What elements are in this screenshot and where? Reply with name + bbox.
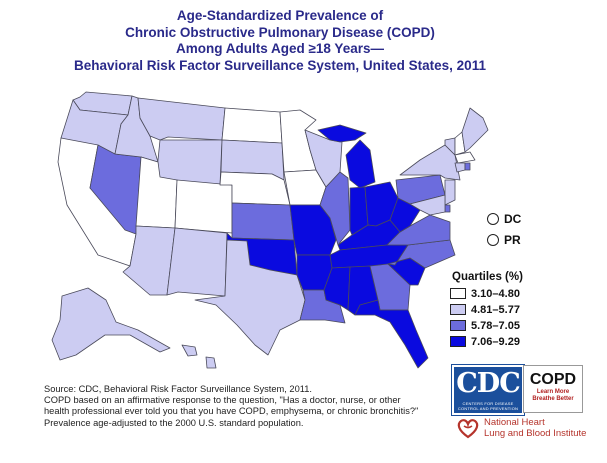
title-line-1: Age-Standardized Prevalence of (176, 8, 384, 23)
legend-label: 5.78–7.05 (471, 319, 520, 332)
state-michigan (345, 139, 376, 189)
source-note: Source: CDC, Behavioral Risk Factor Surv… (44, 384, 424, 429)
pr-marker: PR (487, 233, 521, 247)
state-colorado (174, 179, 233, 234)
legend-swatch (450, 336, 466, 347)
legend-label: 3.10–4.80 (471, 287, 520, 300)
legend-row: 3.10–4.80 (450, 286, 560, 301)
state-virginia (386, 214, 451, 246)
legend: Quartiles (%) 3.10–4.80 4.81–5.77 5.78–7… (450, 271, 560, 350)
legend-label: 4.81–5.77 (471, 303, 520, 316)
state-north-dakota (221, 107, 283, 144)
state-idaho (114, 95, 159, 163)
nhlbi-heart-icon (457, 419, 479, 439)
state-florida (354, 299, 429, 369)
nhlbi-line-1: National Heart (484, 417, 545, 428)
title-line-3: Among Adults Aged ≥18 Years— (176, 41, 384, 56)
state-maryland (409, 194, 446, 216)
state-kansas (231, 202, 295, 241)
state-new-mexico (166, 227, 228, 297)
source-line: Prevalence age-adjusted to the 2000 U.S.… (44, 417, 304, 428)
source-line: Source: CDC, Behavioral Risk Factor Surv… (44, 384, 312, 394)
legend-swatch (450, 288, 466, 299)
copd-logo-text: COPD (529, 371, 577, 388)
dc-label: DC (504, 212, 522, 226)
state-new-jersey (444, 179, 456, 206)
legend-swatch (450, 320, 466, 331)
state-alaska (51, 287, 171, 361)
state-texas (194, 239, 306, 356)
state-maine (461, 107, 489, 153)
source-line: health professional ever told you that y… (44, 406, 419, 417)
state-hawaii-big (205, 356, 217, 369)
copd-logo-tag-1: Learn More (536, 389, 570, 395)
state-michigan-up (317, 124, 367, 143)
state-hawaii (181, 344, 198, 357)
cdc-logo-text: CDC (456, 368, 520, 399)
state-massachusetts (454, 151, 476, 164)
pr-circle-icon (487, 234, 499, 246)
legend-row: 4.81–5.77 (450, 302, 560, 317)
legend-swatch (450, 304, 466, 315)
state-rhode-island (464, 162, 471, 171)
nhlbi-logo: National Heart Lung and Blood Institute (456, 417, 586, 439)
legend-title: Quartiles (%) (452, 271, 523, 283)
dc-circle-icon (487, 213, 499, 225)
cdc-logo-subtext: CENTERS FOR DISEASE CONTROL AND PREVENTI… (457, 401, 519, 411)
state-delaware (444, 204, 451, 213)
title-line-4: Behavioral Risk Factor Surveillance Syst… (74, 57, 486, 73)
cdc-logo: CDC CENTERS FOR DISEASE CONTROL AND PREV… (452, 365, 524, 415)
source-line: COPD based on an affirmative response to… (44, 395, 401, 406)
state-connecticut (454, 162, 466, 173)
title-line-2: Chronic Obstructive Pulmonary Disease (C… (125, 24, 435, 40)
dc-marker: DC (487, 212, 521, 226)
nhlbi-line-2: Lung and Blood Institute (484, 428, 587, 439)
pr-label: PR (504, 233, 521, 247)
legend-row: 5.78–7.05 (450, 318, 560, 333)
legend-row: 7.06–9.29 (450, 334, 560, 349)
legend-label: 7.06–9.29 (471, 335, 520, 348)
state-montana (137, 97, 226, 141)
state-illinois (319, 171, 351, 246)
copd-logo-tag-2: Breathe Better (532, 396, 574, 402)
copd-logo: COPD Learn More Breathe Better (523, 365, 583, 413)
map-title: Age-Standardized Prevalence of Chronic O… (0, 8, 560, 74)
